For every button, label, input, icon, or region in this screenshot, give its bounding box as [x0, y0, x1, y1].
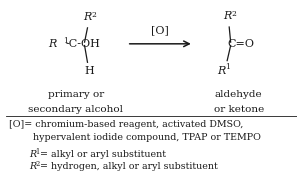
Text: H: H	[84, 66, 94, 76]
Text: R: R	[83, 12, 92, 22]
Text: 1: 1	[226, 63, 230, 71]
Text: [O]= chromium-based reagent, activated DMSO,: [O]= chromium-based reagent, activated D…	[9, 120, 243, 129]
Text: -C-OH: -C-OH	[66, 39, 100, 49]
Text: aldehyde: aldehyde	[215, 90, 262, 99]
Text: hypervalent iodide compound, TPAP or TEMPO: hypervalent iodide compound, TPAP or TEM…	[9, 133, 261, 142]
Text: 1: 1	[63, 37, 68, 45]
Text: primary or: primary or	[48, 90, 104, 99]
Text: [O]: [O]	[151, 25, 169, 35]
Text: 1: 1	[36, 148, 40, 156]
Text: or ketone: or ketone	[214, 105, 264, 114]
Text: = hydrogen, alkyl or aryl substituent: = hydrogen, alkyl or aryl substituent	[40, 162, 218, 171]
Text: C=O: C=O	[227, 39, 254, 49]
Text: R: R	[29, 150, 36, 159]
Text: 2: 2	[231, 10, 236, 18]
Text: R: R	[49, 39, 57, 49]
Text: = alkyl or aryl substituent: = alkyl or aryl substituent	[40, 150, 166, 159]
Text: 2: 2	[36, 160, 40, 168]
Text: R: R	[29, 162, 36, 171]
Text: R: R	[223, 11, 231, 21]
Text: R: R	[217, 66, 226, 76]
Text: secondary alcohol: secondary alcohol	[28, 105, 123, 114]
Text: 2: 2	[92, 11, 97, 19]
